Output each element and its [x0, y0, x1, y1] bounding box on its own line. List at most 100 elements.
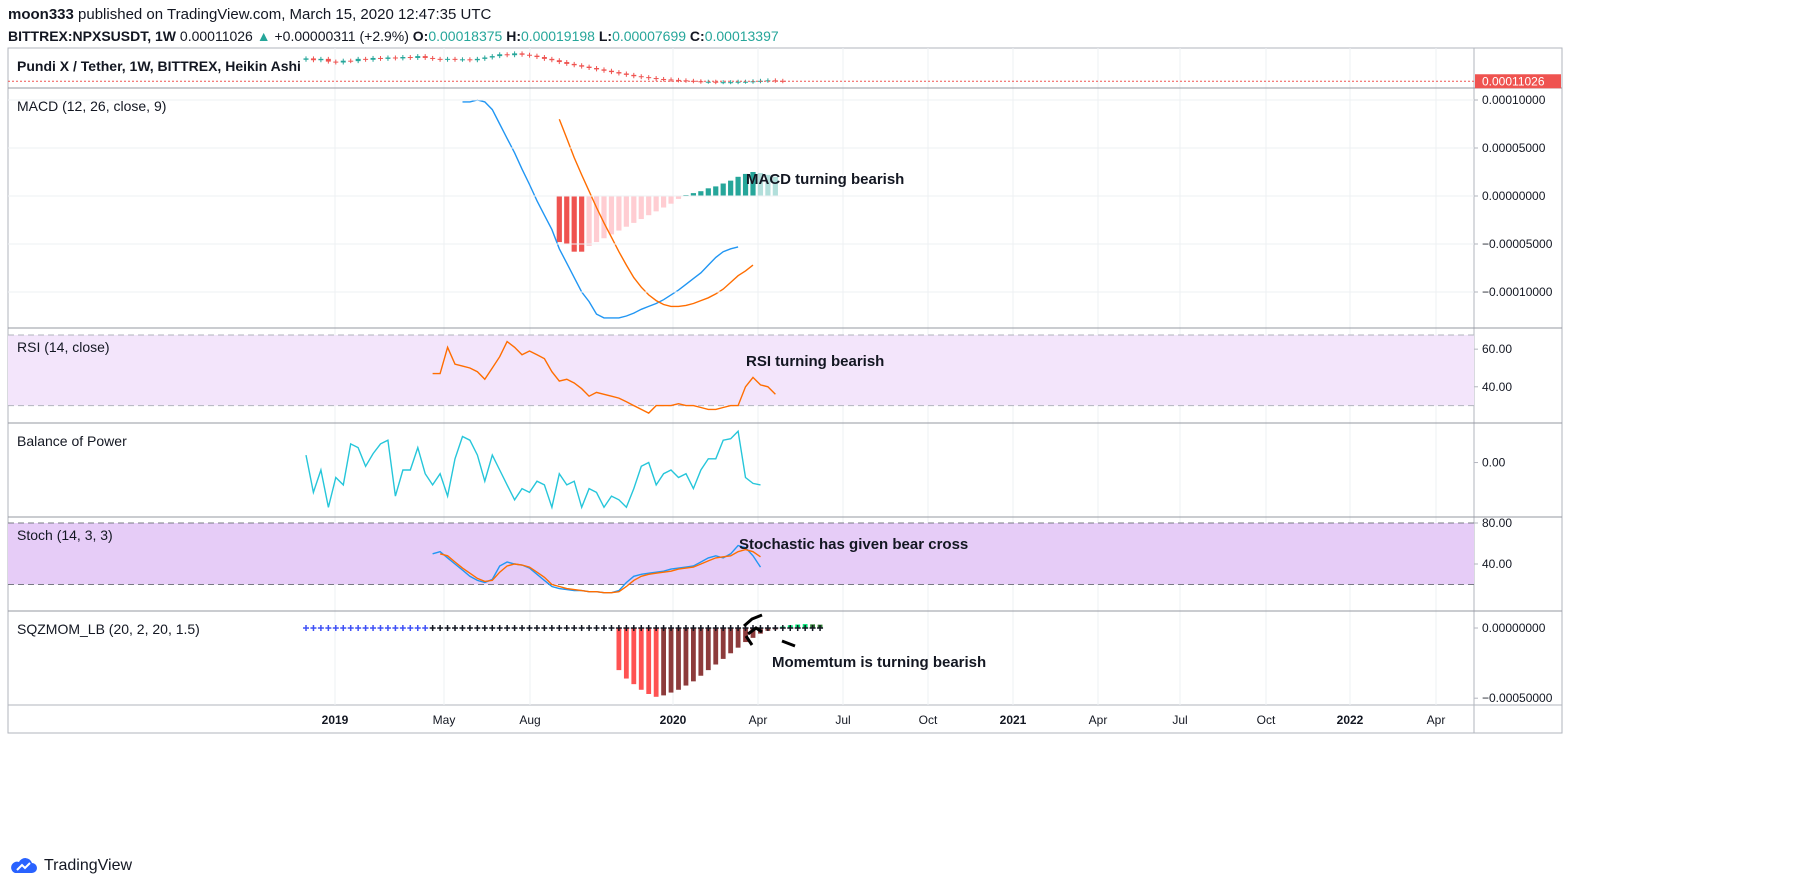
macd-histogram-bar: [742, 173, 749, 196]
macd-histogram-bar: [564, 196, 570, 244]
x-axis-tick-label: Apr: [749, 713, 768, 727]
candle-body: [303, 58, 309, 60]
change-up-icon: ▲: [256, 28, 271, 44]
candle-body: [437, 58, 443, 60]
symbol-label: BITTREX:NPXSUSDT, 1W: [8, 28, 177, 44]
candle-body: [676, 79, 681, 81]
candle-body: [772, 80, 778, 82]
candle-body: [415, 56, 421, 58]
candle-body: [527, 54, 532, 56]
candle-body: [459, 59, 465, 61]
candle-body: [333, 61, 339, 63]
sqzmom-pane-title: SQZMOM_LB (20, 2, 20, 1.5): [17, 621, 200, 637]
open-value: 0.00018375: [428, 28, 503, 44]
macd-histogram-bar: [705, 188, 711, 196]
macd-y-tick: −0.00010000: [1482, 285, 1553, 299]
candle-body: [400, 57, 406, 59]
bop-line: [305, 429, 761, 510]
candle-body: [474, 58, 480, 61]
low-label: L:: [598, 28, 613, 44]
sqzmom-bar: [735, 628, 741, 648]
x-axis-tick-label: Oct: [919, 713, 938, 727]
candle-body: [370, 57, 376, 60]
macd-histogram-bar: [579, 196, 585, 252]
macd-y-tick: 0.00000000: [1482, 189, 1546, 203]
macd-histogram-bar: [653, 196, 659, 212]
publish-info: moon333 published on TradingView.com, Ma…: [8, 6, 491, 23]
candle-body: [623, 73, 629, 75]
candle-body: [713, 81, 719, 83]
macd-histogram-bar: [765, 174, 771, 196]
candle-body: [541, 57, 547, 59]
candle-body: [519, 53, 525, 55]
macd-histogram-bar: [623, 196, 629, 227]
candle-body: [392, 57, 398, 59]
sqzmom-bar: [623, 628, 629, 679]
candle-body: [534, 55, 540, 58]
macd-pane-title: MACD (12, 26, close, 9): [17, 98, 166, 114]
x-axis-tick-label: 2019: [322, 713, 349, 727]
sqzmom-bar: [661, 628, 666, 696]
candle-body: [355, 58, 361, 62]
macd-y-tick: 0.00005000: [1482, 141, 1546, 155]
sqzmom-bar: [616, 628, 622, 671]
x-axis-tick-label: 2020: [660, 713, 687, 727]
x-axis-tick-label: Oct: [1257, 713, 1276, 727]
candle-body: [720, 82, 726, 84]
candle-body: [422, 56, 428, 58]
sqzmom-bar: [713, 628, 719, 665]
x-axis-tick-label: 2021: [1000, 713, 1027, 727]
macd-histogram-bar: [601, 196, 607, 239]
hand-drawn-mark: [781, 639, 796, 648]
sqzmom-bar: [698, 628, 704, 676]
x-axis-tick-label: Apr: [1089, 713, 1108, 727]
x-axis-tick-label: 2022: [1337, 713, 1364, 727]
close-value: 0.00013397: [704, 28, 779, 44]
rsi-band: [8, 335, 1474, 406]
candle-body: [728, 82, 734, 84]
candle-body: [378, 57, 383, 59]
candle-body: [743, 81, 749, 83]
sqzmom-bar: [750, 628, 756, 638]
candle-body: [504, 54, 510, 56]
candle-body: [631, 74, 637, 77]
candle-body: [445, 58, 451, 60]
macd-histogram-bar: [757, 172, 764, 196]
footer-brand[interactable]: TradingView: [8, 856, 132, 876]
candle-body: [653, 78, 659, 80]
stoch-y-tick: 80.00: [1482, 516, 1512, 530]
rsi-y-tick: 60.00: [1482, 342, 1512, 356]
last-price-label-bg: [1475, 74, 1561, 89]
macd-histogram-bar: [661, 196, 667, 208]
sqzmom-bar: [668, 628, 674, 693]
candle-body: [363, 58, 369, 60]
candle-body: [661, 78, 667, 80]
macd-histogram-bar: [690, 193, 696, 196]
candle-body: [512, 53, 518, 56]
price-change: +0.00000311 (+2.9%): [274, 28, 409, 44]
candle-body: [385, 57, 391, 59]
rsi-y-tick: 40.00: [1482, 380, 1512, 394]
macd-histogram-bar: [608, 196, 615, 235]
low-value: 0.00007699: [612, 28, 687, 44]
candle-body: [564, 62, 570, 64]
macd-y-tick: −0.00005000: [1482, 237, 1553, 251]
candle-body: [549, 58, 555, 61]
macd-histogram-bar: [735, 176, 741, 196]
sqzmom-annotation: Momemtum is turning bearish: [772, 654, 986, 671]
publisher-name[interactable]: moon333: [8, 6, 74, 23]
last-price: 0.00011026: [179, 28, 253, 44]
sqzmom-bar: [631, 628, 637, 685]
candle-body: [430, 57, 436, 59]
candle-body: [318, 58, 324, 61]
candle-body: [348, 60, 354, 62]
candle-body: [735, 81, 741, 83]
sqzmom-bar: [720, 628, 726, 659]
x-axis-tick-label: May: [433, 713, 456, 727]
candle-body: [705, 81, 711, 83]
candle-body: [586, 66, 592, 68]
price-pane-title: Pundi X / Tether, 1W, BITTREX, Heikin As…: [17, 58, 301, 74]
macd-histogram-bar: [616, 196, 622, 231]
x-axis-tick-label: Jul: [1172, 713, 1187, 727]
